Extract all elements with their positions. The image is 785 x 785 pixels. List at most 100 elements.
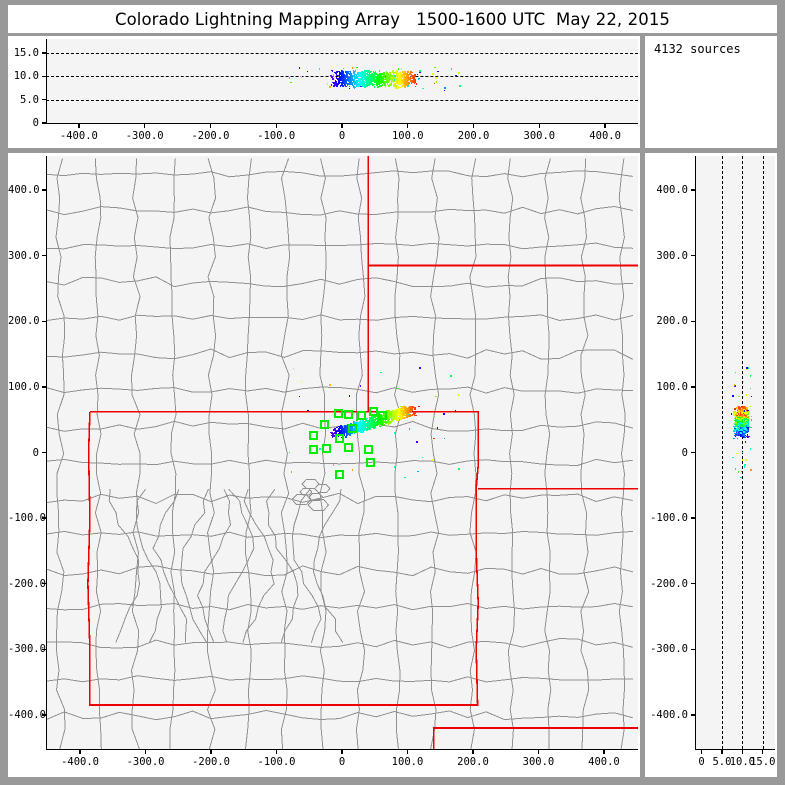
source-point [353,432,356,435]
source-point [738,416,741,418]
station-marker-9[interactable] [334,433,344,443]
x-tick-label: 100.0 [391,756,424,768]
source-point [382,78,385,80]
source-point [740,420,742,422]
source-point [336,74,338,77]
source-point [422,87,424,90]
source-point [364,427,367,430]
source-point [744,441,747,443]
source-point [336,78,339,80]
source-point [401,82,403,84]
station-marker-8[interactable] [347,424,357,434]
source-point [401,407,403,409]
source-point [395,86,397,89]
source-point [373,420,376,423]
x-tick-label: -400.0 [59,130,98,142]
source-point [379,425,381,428]
station-marker-10[interactable] [308,445,318,455]
source-point [403,74,406,76]
source-point [746,367,749,369]
source-point [744,428,746,430]
station-marker-7[interactable] [378,411,388,421]
source-point [350,430,353,432]
station-marker-14[interactable] [366,458,376,468]
panel-altitude-vs-north-south[interactable]: -400.0 -300.0 -200.0 -100.0 0 100.0 200.0 300.0… [645,153,777,777]
station-marker-3[interactable] [308,430,318,440]
source-point [389,74,391,77]
station-marker-6[interactable] [368,407,378,417]
source-point [397,407,400,410]
station-marker-4[interactable] [344,409,354,419]
source-point [396,78,399,80]
station-marker-13[interactable] [363,444,373,454]
source-point [743,411,745,414]
source-point [401,75,404,78]
source-point [399,82,401,84]
source-point [748,435,750,438]
x-tick-mark [144,749,147,754]
y-tick-label: 15.0 [13,47,39,59]
source-point [743,413,746,416]
source-point [738,434,740,437]
source-point [354,83,357,85]
source-point [373,81,376,83]
source-point [342,72,345,75]
source-point [737,417,739,420]
source-point [392,79,395,82]
source-point [333,82,335,84]
source-point [382,73,385,75]
source-point [336,426,338,429]
station-marker-1[interactable] [333,408,343,418]
altitude-vs-north-south-plot-area[interactable] [695,156,775,749]
source-point [334,428,337,430]
panel-altitude-vs-east-west[interactable]: 0 5.0 10.0 15.0 -400.0 -300.0 -200.0 -100.0 0 100… [8,36,640,148]
source-point [368,77,371,79]
source-point [333,85,335,87]
panel-plan-view-map[interactable]: -400.0 -300.0 -200.0 -100.0 0 100.0 200.0 300.0… [8,153,640,777]
source-point [373,421,375,424]
x-tick-label: 300.0 [522,756,555,768]
x-tick-label: -200.0 [191,130,230,142]
source-point [393,466,396,468]
plan-view-plot-area[interactable] [46,156,638,749]
source-point [371,425,373,427]
source-point [356,424,359,427]
source-point [402,410,404,413]
source-point [331,76,333,79]
station-marker-5[interactable] [357,410,367,420]
source-point [363,71,366,74]
station-marker-11[interactable] [321,444,331,454]
source-point [366,79,368,81]
source-point [355,84,358,86]
x-tick-label: -300.0 [126,756,165,768]
station-marker-15[interactable] [334,470,344,480]
source-point [378,75,380,77]
source-point [734,413,737,416]
source-point [345,85,348,88]
source-point [387,73,389,75]
x-tick-mark [721,749,723,754]
source-point [397,85,400,88]
source-point [747,419,749,421]
source-point [406,82,408,84]
station-marker-12[interactable] [344,442,354,452]
source-point [337,429,340,432]
source-point [399,71,401,74]
source-point [337,435,340,438]
source-point [382,79,385,81]
source-point [351,84,354,86]
source-point [359,426,361,429]
source-point [361,428,364,430]
source-point [406,410,409,413]
source-point [387,418,390,421]
source-point [341,76,344,79]
station-marker-2[interactable] [319,420,329,430]
gridline-altitude-5.0 [46,99,638,101]
source-point [400,67,403,70]
source-point [734,371,737,374]
source-point [402,407,405,409]
source-point [374,73,376,76]
source-point [338,74,341,77]
source-point [407,75,410,78]
source-point [401,413,403,416]
